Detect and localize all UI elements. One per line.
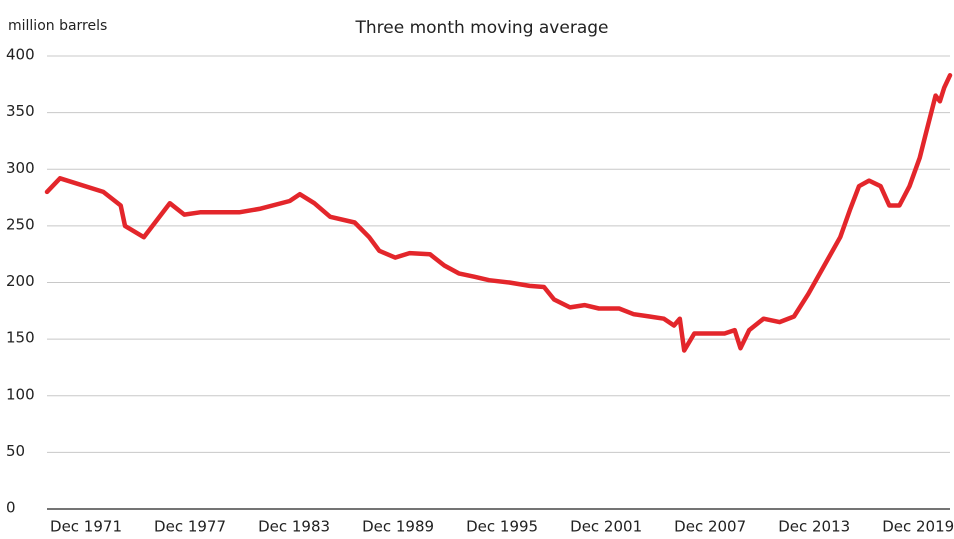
- y-tick-label: 250: [6, 215, 35, 233]
- x-tick-label: Dec 2007: [674, 518, 746, 536]
- data-line: [44, 73, 953, 353]
- x-tick-label: Dec 1995: [466, 518, 538, 536]
- x-tick-label: Dec 1983: [258, 518, 330, 536]
- x-tick-label: Dec 1977: [154, 518, 226, 536]
- y-axis-label: million barrels: [8, 18, 107, 34]
- y-tick-label: 200: [6, 272, 35, 290]
- chart-title: Three month moving average: [355, 18, 609, 38]
- y-tick-label: 50: [6, 442, 25, 460]
- y-tick-label: 400: [6, 46, 35, 64]
- x-tick-label: Dec 2001: [570, 518, 642, 536]
- x-tick-label: Dec 2019: [882, 518, 954, 536]
- x-tick-label: Dec 2013: [778, 518, 850, 536]
- y-tick-label: 0: [6, 499, 16, 517]
- y-tick-label: 150: [6, 329, 35, 347]
- x-tick-label: Dec 1989: [362, 518, 434, 536]
- y-tick-label: 350: [6, 102, 35, 120]
- y-tick-label: 300: [6, 159, 35, 177]
- y-tick-label: 100: [6, 385, 35, 403]
- x-tick-label: Dec 1971: [50, 518, 122, 536]
